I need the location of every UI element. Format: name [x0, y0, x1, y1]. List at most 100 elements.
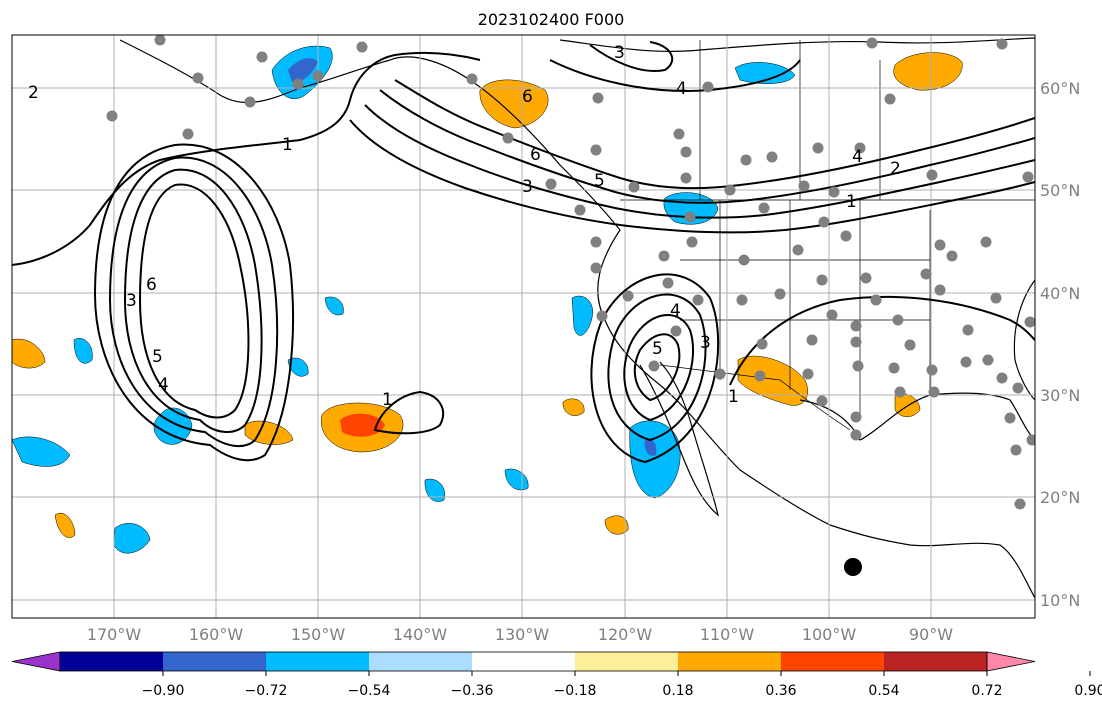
lat-label: 10°N	[1040, 591, 1080, 610]
contour-line-outer-low	[12, 51, 481, 266]
contour-line-jet-3	[364, 104, 1035, 219]
contour-label-4-sw: 4	[670, 301, 681, 321]
contour-label-2-west: 2	[28, 83, 39, 103]
colorbar-segment	[472, 652, 576, 671]
lon-label: 110°W	[700, 625, 755, 644]
anomaly-shade-small-negative-4	[287, 357, 309, 377]
plot-frame	[11, 34, 1036, 619]
anomaly-shade-baja-core	[644, 438, 657, 456]
plot-area	[12, 35, 1035, 618]
gridlines	[12, 35, 1035, 618]
colorbar-extend-low	[11, 651, 61, 672]
anomaly-shade-small-negative-2	[424, 478, 445, 502]
anomaly-shade-pacific-core	[340, 413, 385, 437]
colorbar-tick-label: −0.36	[451, 683, 494, 699]
anomaly-shade-baja-negative	[629, 420, 681, 499]
contour-label-5-jet: 5	[594, 171, 605, 191]
contour-line-sw-low-4	[590, 273, 720, 464]
anomaly-shade-south-positive	[54, 513, 76, 538]
contour-line-jet-4	[349, 119, 1035, 234]
station-markers	[106, 35, 1035, 510]
contour-line-pacific-low-3	[108, 156, 279, 448]
contour-label-5-sw: 5	[652, 339, 663, 359]
contour-line-north-3	[589, 41, 674, 72]
anomaly-shade-west-pacific-positive	[12, 338, 46, 369]
contour-label-3-north: 3	[614, 43, 625, 63]
colorbar-segment	[678, 652, 782, 671]
lat-label: 30°N	[1040, 386, 1080, 405]
colorbar-tick-label: −0.18	[554, 683, 597, 699]
colorbar-tick-label: −0.54	[348, 683, 391, 699]
highlight-marker	[844, 558, 862, 576]
colorbar-segment	[163, 652, 267, 671]
contour-line-north-4	[549, 59, 801, 92]
colorbar-tick-label: 0.54	[868, 683, 899, 699]
latitude-axis: 60°N 50°N 40°N 30°N 20°N 10°N	[1040, 79, 1080, 610]
colorbar-tick-label: 0.18	[662, 683, 693, 699]
contour-label-6-pacific: 6	[146, 275, 157, 295]
contour-label-6-north: 6	[522, 87, 533, 107]
coastline-alaska	[119, 39, 1035, 599]
colorbar-tick-label: −0.72	[245, 683, 288, 699]
anomaly-shade-gulf-alaska-positive	[479, 79, 549, 129]
lon-label: 120°W	[598, 625, 653, 644]
colorbar-segment	[266, 652, 370, 671]
contour-line-small-1	[373, 390, 445, 435]
colorbar-segment	[575, 652, 679, 671]
contour-line-pacific-low-2	[123, 168, 263, 433]
anomaly-shade-west-pacific-negative	[12, 436, 71, 467]
colorbar-segment	[884, 652, 988, 671]
lat-label: 50°N	[1040, 181, 1080, 200]
lon-label: 160°W	[189, 625, 244, 644]
contour-label-group: 1 1 1 1 2 2 3 3 3 3 4 4 4 4 5 5 5 6 6 6	[28, 43, 901, 410]
border-us-mexico	[659, 364, 851, 431]
contour-label-4-east: 4	[852, 147, 863, 167]
contour-line-pacific-low-1	[138, 183, 250, 419]
contour-label-1-small: 1	[382, 390, 393, 410]
contour-line-sw-low-1	[633, 333, 681, 402]
contour-label-3-sw: 3	[700, 333, 711, 353]
contour-line-sw-low-3	[607, 293, 707, 442]
lon-label: 140°W	[393, 625, 448, 644]
colorbar-tick-label: −0.90	[142, 683, 185, 699]
lon-label: 150°W	[291, 625, 346, 644]
lon-label: 170°W	[87, 625, 142, 644]
colorbar-tick-label: 0.90	[1074, 683, 1102, 699]
contour-label-3-jet: 3	[522, 177, 533, 197]
contour-line-pacific-low-4	[93, 143, 294, 462]
contour-label-6-jet: 6	[530, 145, 541, 165]
contour-label-1-baja: 1	[728, 387, 739, 407]
contour-line-east	[729, 295, 1035, 386]
lat-label: 40°N	[1040, 284, 1080, 303]
contour-label-3-pacific: 3	[126, 291, 137, 311]
contour-line-jet-1	[394, 79, 1035, 190]
coastline-canada-north	[559, 37, 1035, 52]
longitude-axis: 170°W 160°W 150°W 140°W 130°W 120°W 110°…	[87, 625, 953, 644]
contour-label-4-pacific: 4	[158, 375, 169, 395]
contour-label-5-pacific: 5	[152, 347, 163, 367]
colorbar-segment	[369, 652, 473, 671]
colorbar-frame	[59, 651, 988, 672]
contour-label-1-east: 1	[846, 192, 857, 212]
lat-label: 60°N	[1040, 79, 1080, 98]
colorbar-segment	[60, 652, 164, 671]
colorbar: −0.90 −0.72 −0.54 −0.36 −0.18 0.18 0.36 0.54 0.7…	[11, 651, 1102, 699]
contour-line-jet-2	[379, 89, 1035, 204]
contour-line-sw-low-2	[623, 313, 695, 422]
coastline-baja	[639, 361, 720, 517]
contour-label-4-north: 4	[676, 79, 687, 99]
anomaly-shade-alaska-core	[288, 58, 318, 83]
contour-lines	[12, 41, 1035, 464]
lon-label: 90°W	[909, 625, 953, 644]
shaded-anomalies	[12, 45, 963, 554]
anomaly-shade-coast-negative	[571, 295, 593, 336]
anomaly-shade-south-negative	[113, 523, 151, 554]
colorbar-tick-label: 0.36	[765, 683, 796, 699]
lat-label: 20°N	[1040, 488, 1080, 507]
colorbar-tick-label: 0.72	[971, 683, 1002, 699]
map-title: 2023102400 F000	[477, 10, 625, 29]
anomaly-shade-east-positive	[562, 398, 585, 416]
anomaly-shade-texas-positive	[894, 393, 921, 417]
coastline-east	[1013, 279, 1035, 401]
